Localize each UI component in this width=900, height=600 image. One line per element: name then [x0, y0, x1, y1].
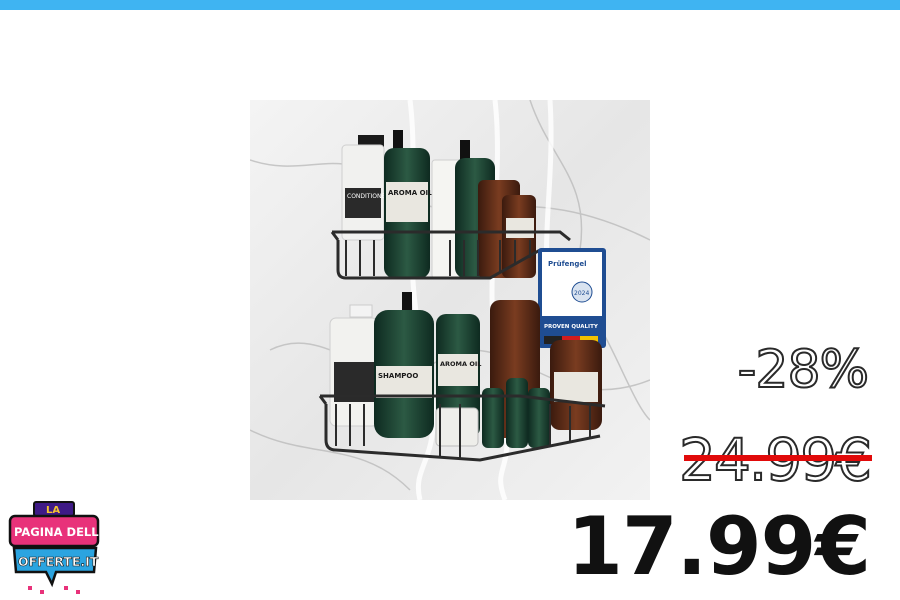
- product-image: CONDITIONER AROMA OIL Prüfengel 2024 PRO…: [250, 100, 650, 500]
- top-accent-bar: [0, 0, 900, 10]
- logo-line1: LA: [46, 505, 60, 516]
- site-logo: LA PAGINA DELLE OFFERTE.IT: [8, 501, 102, 594]
- conditioner-label: CONDITIONER: [347, 193, 389, 200]
- aroma-oil-label-2: AROMA OIL: [440, 360, 481, 368]
- sale-price: 17.99€: [567, 500, 871, 593]
- badge-year: 2024: [574, 290, 589, 297]
- badge-title: Prüfengel: [548, 260, 587, 268]
- logo-line2: PAGINA DELLE: [14, 525, 102, 539]
- badge-quality: PROVEN QUALITY: [544, 324, 599, 330]
- lower-shelf-products: SHAMPOO AROMA OIL: [329, 292, 602, 448]
- discount-percentage: -28%: [737, 339, 870, 401]
- price-strikethrough: [684, 455, 872, 461]
- shampoo-label: SHAMPOO: [378, 372, 418, 380]
- lower-shelf: [318, 394, 606, 462]
- aroma-oil-label-1: AROMA OIL: [388, 189, 433, 197]
- upper-shelf: [330, 230, 571, 280]
- logo-line3: OFFERTE.IT: [18, 554, 99, 569]
- quality-badge: Prüfengel 2024 PROVEN QUALITY: [538, 248, 606, 348]
